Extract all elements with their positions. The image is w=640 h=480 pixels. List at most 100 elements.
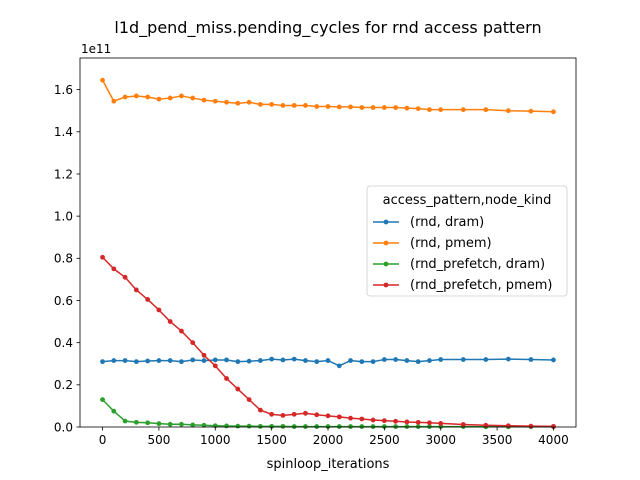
data-point bbox=[167, 358, 173, 363]
legend-marker bbox=[383, 240, 389, 246]
data-point bbox=[528, 108, 534, 114]
data-point bbox=[269, 101, 275, 107]
data-point bbox=[201, 358, 207, 363]
data-point bbox=[303, 358, 308, 363]
data-point bbox=[438, 421, 444, 426]
data-point bbox=[246, 423, 252, 429]
data-point bbox=[145, 358, 151, 364]
data-point bbox=[280, 357, 286, 363]
data-point bbox=[100, 77, 105, 83]
data-point bbox=[404, 358, 410, 363]
data-point bbox=[325, 358, 331, 363]
data-point bbox=[156, 307, 162, 313]
data-point bbox=[156, 421, 162, 427]
data-point bbox=[257, 101, 263, 107]
legend: access_pattern,node_kind (rnd, dram) (rnd,… bbox=[366, 185, 568, 297]
legend-marker bbox=[383, 219, 389, 225]
data-point bbox=[370, 417, 376, 423]
data-point bbox=[190, 340, 196, 346]
data-point bbox=[167, 421, 173, 427]
y-tick-label: 0.4 bbox=[54, 336, 73, 350]
data-point bbox=[505, 108, 511, 114]
chart-title: l1d_pend_miss.pending_cycles for rnd acc… bbox=[114, 18, 541, 38]
data-point bbox=[280, 423, 286, 429]
data-point bbox=[314, 359, 320, 365]
x-tick-label: 1500 bbox=[256, 433, 287, 447]
data-point bbox=[325, 104, 331, 109]
data-point bbox=[145, 420, 151, 426]
data-point bbox=[381, 357, 387, 362]
data-point bbox=[336, 424, 342, 429]
data-point bbox=[393, 357, 399, 362]
y-offset-label: 1e11 bbox=[81, 42, 111, 56]
data-point bbox=[235, 100, 241, 106]
data-point bbox=[303, 103, 308, 108]
data-point bbox=[291, 103, 297, 108]
data-point bbox=[133, 287, 139, 293]
data-point bbox=[303, 410, 308, 416]
data-point bbox=[381, 424, 387, 429]
y-tick-label: 0.8 bbox=[54, 252, 73, 266]
data-point bbox=[460, 422, 466, 427]
x-tick-label: 1000 bbox=[200, 433, 231, 447]
data-point bbox=[505, 356, 511, 362]
data-point bbox=[359, 416, 365, 422]
data-point bbox=[291, 411, 297, 417]
data-point bbox=[505, 423, 511, 429]
data-point bbox=[314, 104, 320, 109]
data-point bbox=[438, 357, 444, 362]
data-point bbox=[156, 358, 162, 363]
data-point bbox=[381, 105, 387, 110]
data-point bbox=[404, 424, 410, 429]
data-point bbox=[212, 357, 218, 363]
data-point bbox=[427, 424, 432, 429]
data-point bbox=[201, 352, 207, 358]
data-point bbox=[359, 424, 365, 429]
data-point bbox=[551, 423, 556, 429]
data-point bbox=[528, 357, 534, 362]
data-point bbox=[404, 105, 410, 111]
data-point bbox=[246, 397, 252, 402]
x-tick-label: 3000 bbox=[425, 433, 456, 447]
data-point bbox=[235, 359, 241, 365]
data-point bbox=[427, 358, 432, 363]
data-point bbox=[483, 422, 489, 428]
data-point bbox=[201, 422, 207, 428]
data-point bbox=[551, 109, 556, 115]
data-point bbox=[325, 424, 331, 429]
data-point bbox=[100, 359, 105, 365]
data-point bbox=[460, 107, 466, 113]
data-point bbox=[381, 418, 387, 424]
data-point bbox=[348, 415, 353, 421]
data-point bbox=[179, 93, 184, 99]
data-point bbox=[133, 419, 139, 425]
data-point bbox=[291, 356, 297, 362]
data-point bbox=[224, 357, 229, 363]
data-point bbox=[145, 297, 151, 302]
x-tick-label: 4000 bbox=[538, 433, 569, 447]
data-point bbox=[528, 423, 534, 429]
data-point bbox=[122, 274, 128, 280]
data-point bbox=[257, 407, 263, 413]
data-point bbox=[427, 420, 432, 426]
data-point bbox=[280, 413, 286, 418]
data-point bbox=[111, 266, 117, 272]
data-point bbox=[257, 423, 263, 429]
x-tick-label: 2500 bbox=[369, 433, 400, 447]
data-point bbox=[336, 363, 342, 369]
y-tick-label: 1.6 bbox=[54, 83, 73, 97]
x-tick-label: 500 bbox=[147, 433, 170, 447]
data-point bbox=[246, 358, 252, 364]
data-point bbox=[235, 386, 241, 392]
data-point bbox=[224, 376, 229, 381]
x-tick-label: 2000 bbox=[313, 433, 344, 447]
data-point bbox=[336, 104, 342, 110]
data-point bbox=[393, 424, 399, 429]
data-point bbox=[483, 107, 489, 113]
data-point bbox=[348, 104, 353, 110]
data-point bbox=[190, 357, 196, 363]
data-point bbox=[201, 97, 207, 103]
data-point bbox=[269, 423, 275, 429]
y-tick-label: 0.0 bbox=[54, 420, 73, 434]
